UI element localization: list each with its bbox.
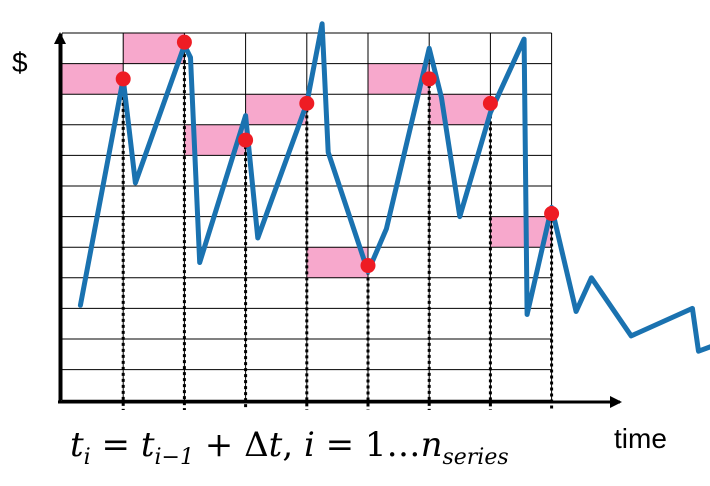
formula-comma: , — [282, 425, 304, 465]
sample-marker — [483, 96, 498, 111]
formula-t-prev: t — [141, 425, 155, 465]
formula-i: i — [304, 425, 315, 465]
formula-range: = 1… — [315, 425, 421, 465]
sample-marker — [238, 133, 253, 148]
sample-marker — [361, 258, 376, 273]
formula-equals: = — [91, 425, 141, 465]
highlight-cell — [62, 64, 123, 95]
y-axis-label: $ — [12, 47, 28, 78]
formula-t: t — [70, 425, 84, 465]
highlight-cell — [123, 33, 184, 64]
formula-sub-i: i — [84, 445, 91, 470]
sample-marker — [544, 206, 559, 221]
sampling-formula: ti = ti−1 + Δt, i = 1…nseries — [70, 425, 509, 470]
highlight-cell — [246, 94, 307, 125]
formula-sub-prev: i−1 — [155, 445, 194, 470]
sample-marker — [177, 35, 192, 50]
formula-plus-delta: + Δ — [194, 425, 269, 465]
formula-sub-series: series — [442, 445, 508, 470]
formula-t-delta: t — [269, 425, 283, 465]
sample-marker — [116, 71, 131, 86]
x-axis-label: time — [614, 423, 667, 454]
sample-marker — [422, 71, 437, 86]
sample-marker — [299, 96, 314, 111]
formula-n: n — [421, 425, 443, 465]
highlight-cell — [429, 94, 490, 125]
